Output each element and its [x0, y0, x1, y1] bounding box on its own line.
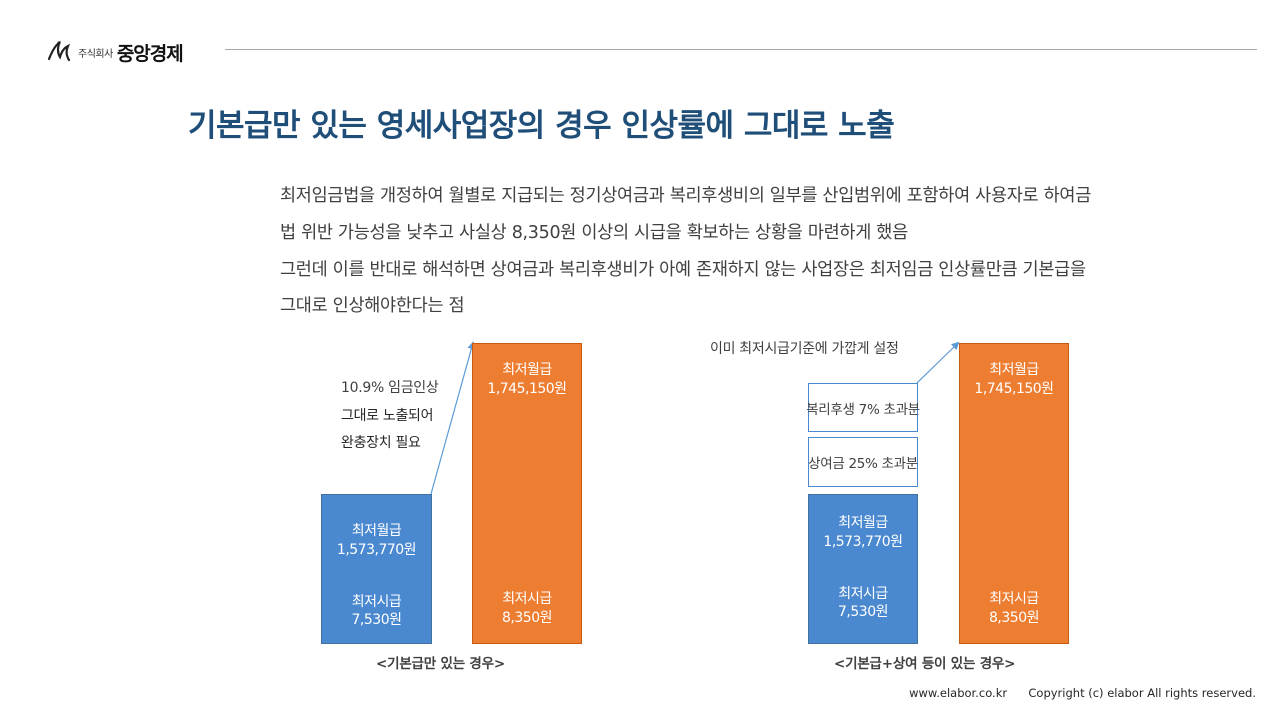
left-chart-note: 10.9% 임금인상 그대로 노출되어 완충장치 필요 — [341, 375, 439, 458]
left-orange-hourly-label: 최저시급 — [502, 591, 552, 607]
left-orange-monthly-value: 1,745,150원 — [487, 381, 567, 397]
logo-company-name: 중앙경제 — [116, 42, 184, 65]
right-orange-hourly-label: 최저시급 — [989, 591, 1039, 607]
footer-copyright: Copyright (c) elabor All rights reserved… — [1028, 686, 1256, 700]
left-orange-monthly-label: 최저월급 — [502, 362, 552, 378]
header-divider — [225, 49, 1257, 50]
footer-url: www.elabor.co.kr — [909, 686, 1008, 700]
left-increase-arrow — [430, 341, 476, 495]
body-line-3: 그런데 이를 반대로 해석하면 상여금과 복리후생비가 아예 존재하지 않는 사… — [280, 259, 1086, 280]
right-chart-note: 이미 최저시급기준에 가깝게 설정 — [710, 341, 899, 357]
left-chart-caption: <기본급만 있는 경우> — [376, 656, 505, 672]
left-blue-monthly-value: 1,573,770원 — [336, 542, 417, 558]
slide-title: 기본급만 있는 영세사업장의 경우 인상률에 그대로 노출 — [188, 108, 895, 144]
left-orange-box: 최저월급 1,745,150원 최저시급 8,350원 — [472, 343, 582, 644]
right-orange-hourly-value: 8,350원 — [989, 610, 1039, 626]
right-blue-monthly-label: 최저월급 — [838, 515, 888, 531]
left-note-line-3: 완충장치 필요 — [341, 435, 421, 451]
left-blue-monthly-label: 최저월급 — [351, 523, 402, 539]
footer: www.elabor.co.kr Copyright (c) elabor Al… — [909, 686, 1256, 700]
right-blue-hourly-label: 최저시급 — [838, 586, 888, 602]
body-line-1: 최저임금법을 개정하여 월별로 지급되는 정기상여금과 복리후생비의 일부를 산… — [280, 186, 1092, 206]
logo-company-type: 주식회사 — [78, 48, 113, 60]
company-logo: 주식회사 중앙경제 — [46, 36, 184, 68]
left-note-line-2: 그대로 노출되어 — [341, 407, 434, 424]
right-orange-monthly-label: 최저월급 — [989, 362, 1039, 378]
right-blue-box: 최저월급 1,573,770원 최저시급 7,530원 — [808, 494, 918, 644]
right-chart-caption: <기본급+상여 등이 있는 경우> — [834, 656, 1016, 672]
left-orange-hourly-value: 8,350원 — [502, 610, 552, 626]
body-line-4: 그대로 인상해야한다는 점 — [280, 296, 465, 317]
left-blue-box: 최저월급 1,573,770원 최저시급 7,530원 — [321, 494, 432, 644]
left-blue-hourly-label: 최저시급 — [351, 594, 402, 610]
body-text: 최저임금법을 개정하여 월별로 지급되는 정기상여금과 복리후생비의 일부를 산… — [280, 178, 1240, 325]
logo-mark-icon — [47, 40, 71, 62]
right-orange-monthly-value: 1,745,150원 — [974, 381, 1054, 397]
right-blue-hourly-value: 7,530원 — [838, 604, 888, 620]
bonus-excess-box: 상여금 25% 초과분 — [808, 437, 918, 487]
right-increase-arrow — [916, 341, 960, 384]
left-note-line-1: 10.9% 임금인상 — [341, 380, 439, 396]
left-blue-hourly-value: 7,530원 — [351, 612, 402, 628]
right-blue-monthly-value: 1,573,770원 — [823, 534, 903, 550]
welfare-excess-box: 복리후생 7% 초과분 — [806, 383, 920, 432]
body-line-2: 법 위반 가능성을 낮추고 사실상 8,350원 이상의 시급을 확보하는 상황… — [280, 222, 908, 243]
right-orange-box: 최저월급 1,745,150원 최저시급 8,350원 — [959, 343, 1069, 644]
